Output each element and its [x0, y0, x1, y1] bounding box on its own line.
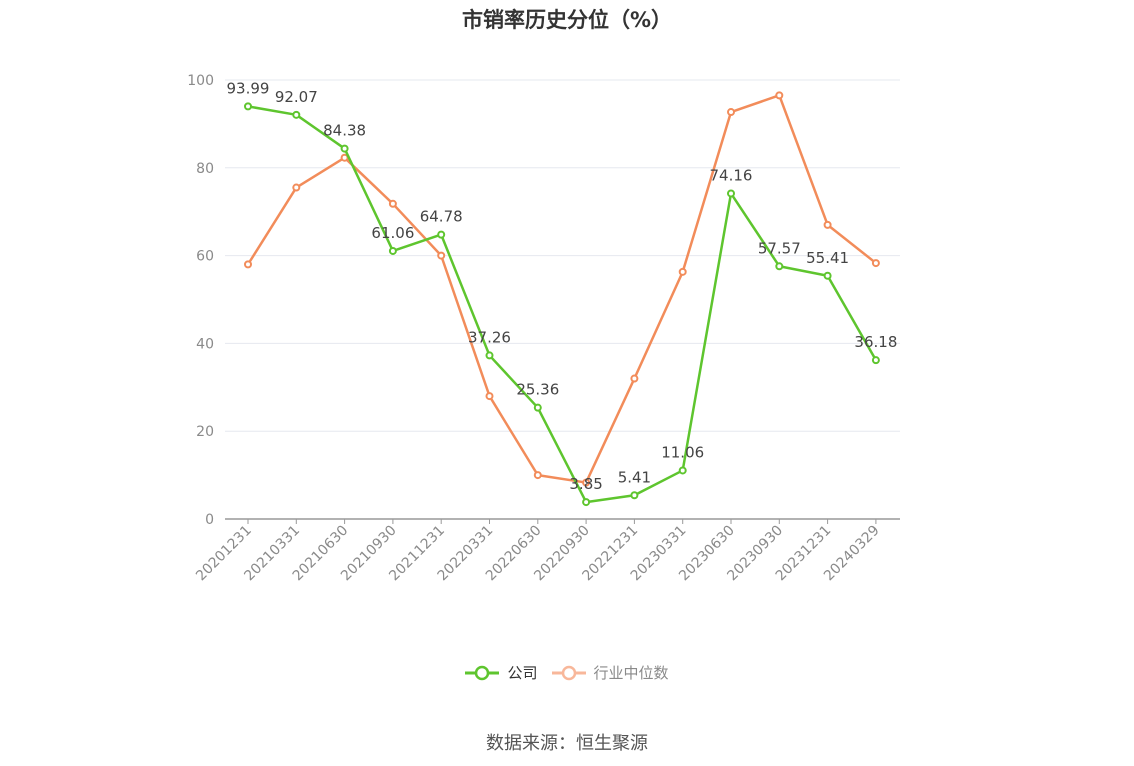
series-line	[247, 105, 877, 504]
data-point	[533, 403, 542, 412]
chart-title: 市销率历史分位（%）	[461, 8, 673, 32]
data-point	[244, 260, 252, 269]
data-point	[582, 498, 591, 507]
data-point	[388, 246, 397, 255]
data-point	[678, 267, 687, 276]
data-point	[678, 466, 687, 475]
source-label: 数据来源：恒生聚源	[486, 733, 648, 754]
legend-item[interactable]: 行业中位数	[551, 662, 669, 683]
data-label: 74.16	[710, 166, 753, 184]
data-point	[823, 220, 832, 229]
data-label: 3.85	[569, 475, 602, 493]
data-label: 92.07	[275, 88, 318, 106]
data-label: 84.38	[323, 122, 366, 140]
data-point	[244, 102, 252, 111]
data-point	[727, 189, 735, 198]
legend-marker-icon	[551, 665, 586, 680]
data-point	[582, 478, 591, 487]
data-point	[485, 351, 494, 360]
data-label: 57.57	[758, 239, 801, 257]
data-point	[823, 271, 832, 280]
data-point	[340, 144, 349, 153]
y-tick-label: 0	[205, 512, 214, 528]
data-label: 11.06	[661, 443, 704, 461]
data-point	[292, 183, 301, 192]
y-tick-label: 60	[196, 249, 214, 265]
data-label: 25.36	[516, 381, 559, 399]
data-point	[727, 108, 735, 117]
data-point	[871, 356, 880, 365]
data-point	[388, 199, 397, 208]
y-tick-label: 20	[196, 424, 214, 440]
data-label: 36.18	[854, 333, 897, 351]
data-label: 5.41	[618, 468, 651, 486]
legend-label: 公司	[507, 664, 538, 682]
data-point	[775, 262, 784, 271]
data-point	[485, 392, 494, 401]
legend: 公司 行业中位数	[0, 662, 1134, 683]
data-point	[533, 471, 542, 480]
data-label: 55.41	[806, 249, 849, 267]
y-tick-label: 100	[187, 73, 214, 89]
data-point	[437, 251, 446, 260]
data-point	[630, 374, 639, 383]
legend-label: 行业中位数	[593, 664, 669, 682]
data-label: 37.26	[468, 328, 511, 346]
data-point	[630, 491, 639, 500]
y-tick-label: 40	[196, 336, 214, 352]
data-label: 64.78	[420, 208, 463, 226]
data-point	[437, 230, 446, 239]
y-tick-label: 80	[196, 161, 214, 177]
data-point	[292, 110, 301, 119]
legend-marker-icon	[465, 665, 500, 680]
data-label: 93.99	[227, 79, 270, 97]
legend-item[interactable]: 公司	[465, 662, 538, 683]
data-point	[775, 91, 784, 100]
data-point	[871, 259, 880, 268]
series-line	[246, 94, 877, 484]
data-label: 61.06	[371, 224, 414, 242]
